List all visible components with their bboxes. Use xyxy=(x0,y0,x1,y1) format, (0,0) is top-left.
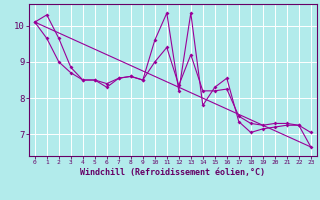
X-axis label: Windchill (Refroidissement éolien,°C): Windchill (Refroidissement éolien,°C) xyxy=(80,168,265,177)
